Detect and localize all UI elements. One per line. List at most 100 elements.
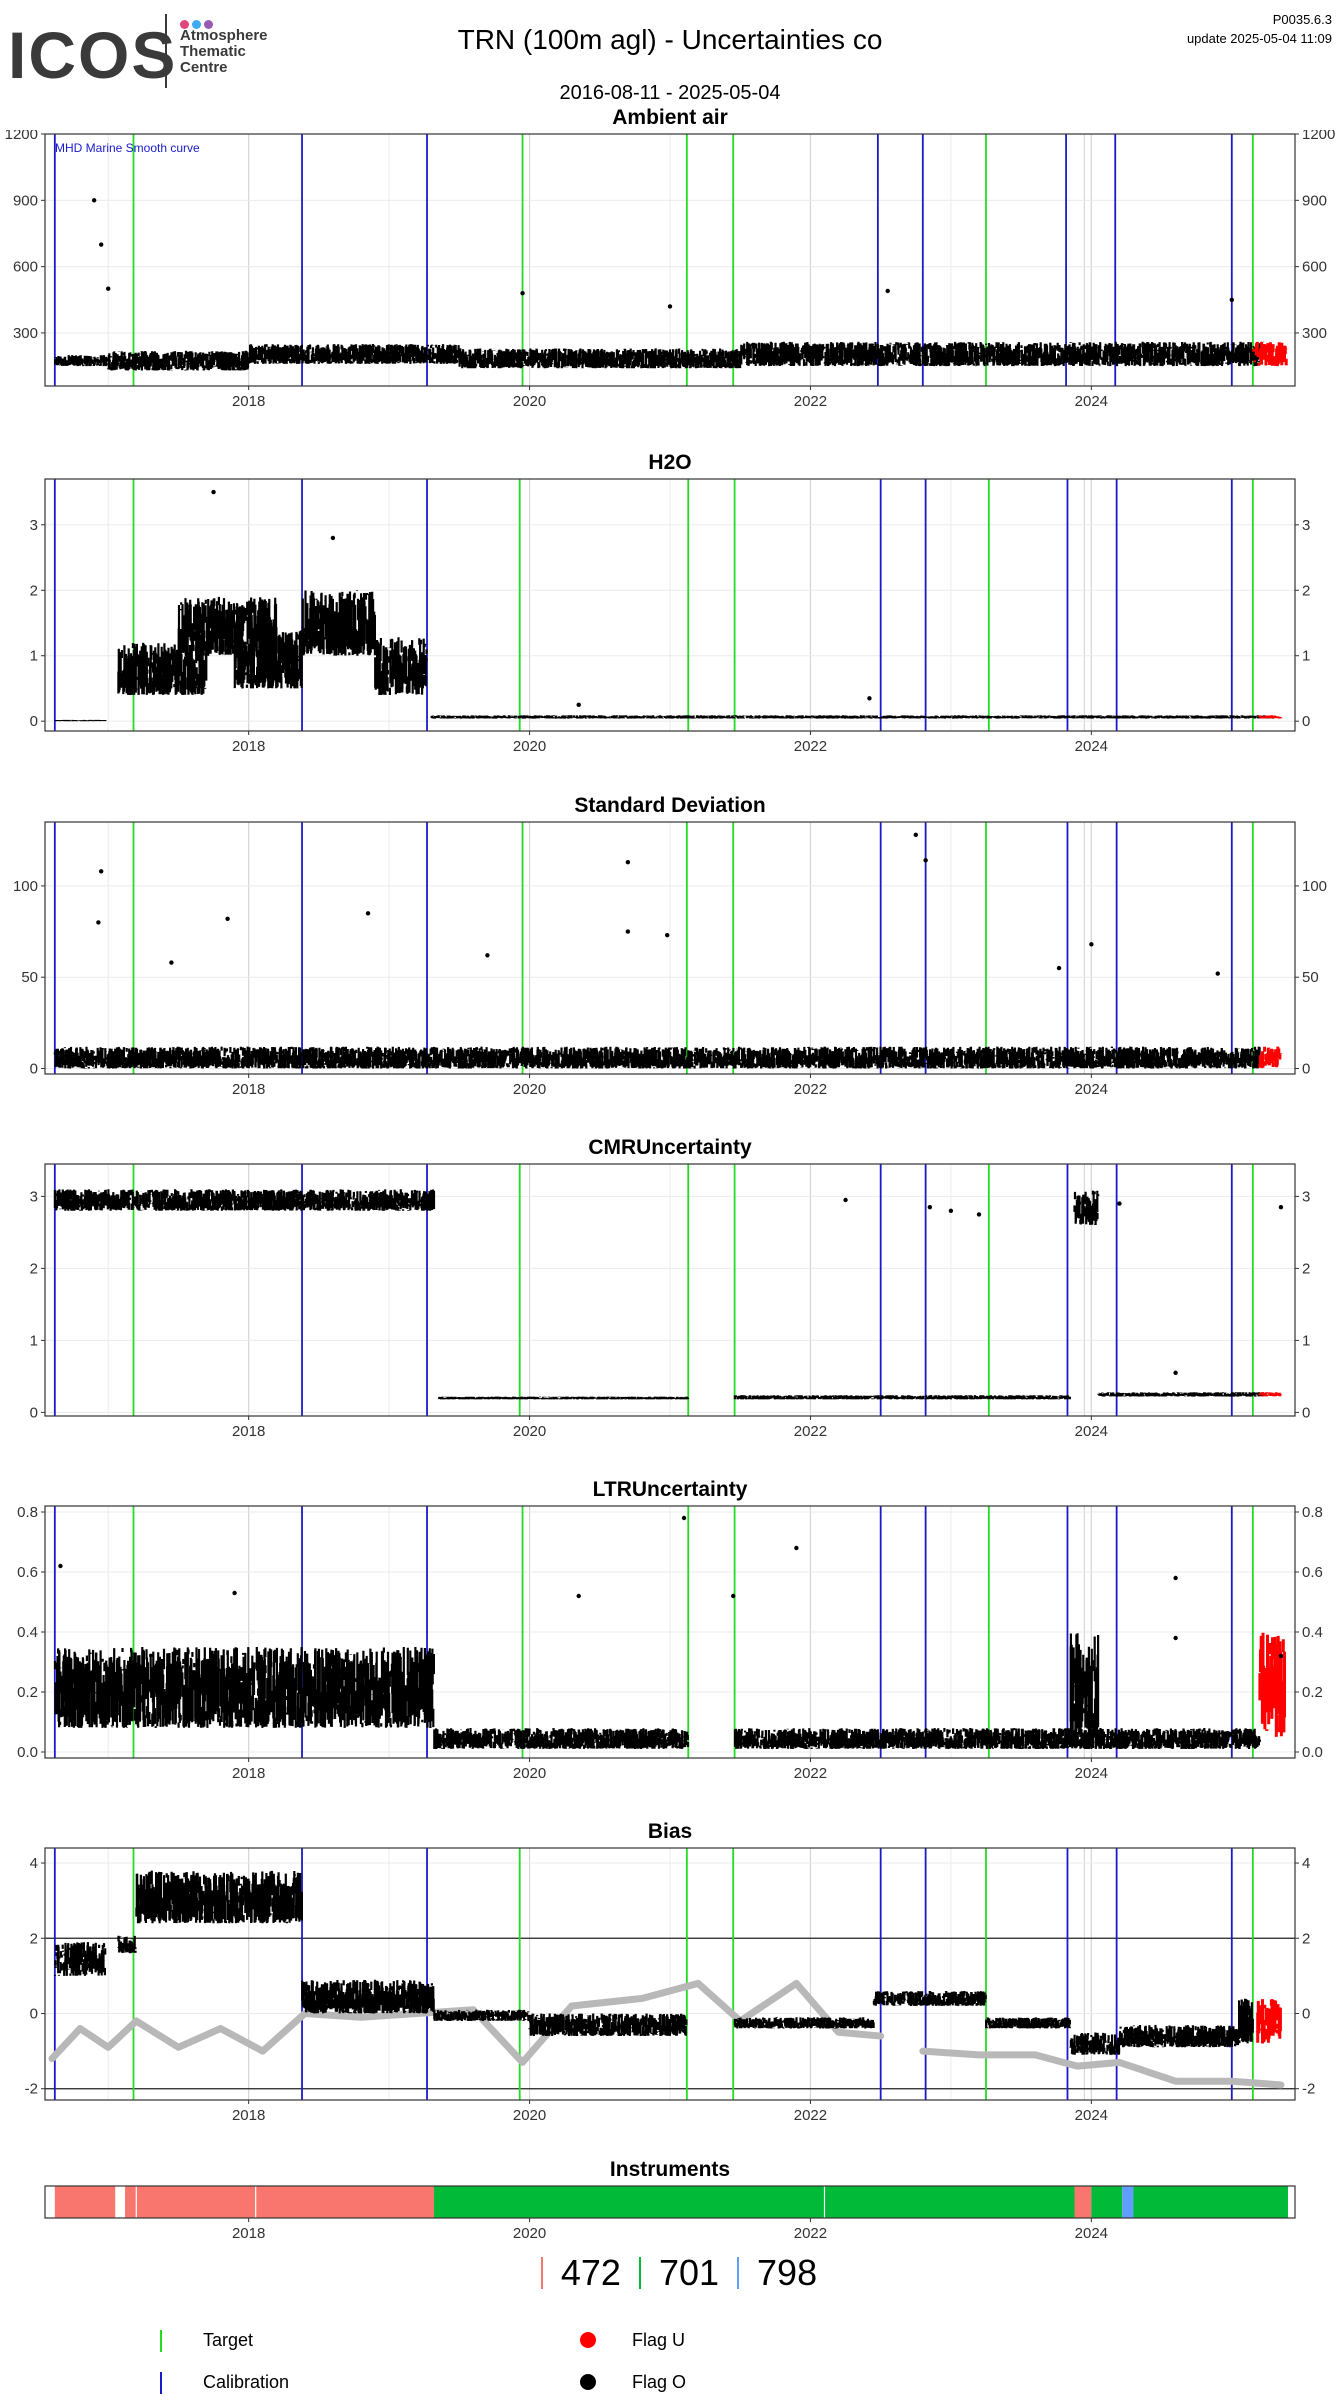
- instrument-band: [54, 2186, 116, 2218]
- y-tick-label: 0.4: [1302, 1624, 1323, 1641]
- x-tick-label: 2020: [513, 738, 546, 755]
- flag-o-points: [433, 1728, 690, 1749]
- outlier-point: [885, 288, 890, 294]
- y-tick-label: 1: [30, 1332, 38, 1349]
- y-tick-label: 0.8: [1302, 1504, 1323, 1521]
- flag-o-points: [437, 1396, 690, 1400]
- y-tick-label: 0.0: [17, 1744, 38, 1761]
- outlier-point: [625, 859, 631, 865]
- outlier-point: [211, 489, 216, 495]
- plot-frame: [44, 133, 1296, 387]
- update-timestamp: update 2025-05-04 11:09: [1186, 31, 1332, 46]
- chart-panel-0: MHD Marine Smooth curve 300 300 600 600 900 90…: [5, 130, 1336, 410]
- y-tick-label: 0: [1302, 713, 1310, 730]
- x-tick-label: 2018: [232, 1765, 265, 1782]
- y-tick-label: 0.2: [17, 1684, 38, 1701]
- outlier-point: [625, 929, 631, 934]
- outlier-point: [330, 535, 336, 541]
- flag-o-points: [53, 1189, 436, 1211]
- flag-o-points: [54, 355, 109, 367]
- flag-o-points: [1238, 1998, 1254, 2044]
- outlier-point: [927, 1205, 933, 1210]
- flag-u-points: [1258, 1046, 1282, 1069]
- y-tick-label: 50: [21, 969, 38, 986]
- outlier-point: [667, 304, 673, 309]
- chart-annotation: MHD Marine Smooth curve: [55, 141, 200, 155]
- outlier-point: [731, 1593, 736, 1599]
- outlier-point: [1278, 1653, 1284, 1659]
- y-tick-label: 2: [1302, 1930, 1310, 1947]
- flag-o-points: [733, 1728, 1261, 1749]
- flag-o-points: [117, 642, 208, 695]
- flag-o-points: [433, 2009, 531, 2021]
- outlier-point: [681, 1515, 687, 1521]
- panel-title: H2O: [648, 451, 692, 474]
- x-tick-label: 2020: [513, 1081, 546, 1098]
- panel-title: LTRUncertainty: [592, 1478, 748, 1501]
- x-tick-label: 2022: [794, 1765, 827, 1782]
- flag-o-points: [53, 719, 107, 722]
- y-tick-label: 0: [30, 2005, 38, 2022]
- outlier-point: [169, 960, 174, 965]
- x-tick-label: 2024: [1075, 1765, 1108, 1782]
- y-tick-label: 2: [1302, 582, 1310, 599]
- x-tick-label: 2022: [794, 2107, 827, 2124]
- chart-panel-3: 0 0 1 1 2 2 3 3 2018 2020 2022 2024: [30, 1163, 1310, 1440]
- instrument-band: [434, 2186, 1075, 2218]
- flag-o-points: [301, 1979, 435, 2014]
- panel-title: Bias: [647, 1820, 693, 1843]
- outlier-point: [867, 696, 872, 701]
- y-tick-label: 2: [1302, 1260, 1310, 1277]
- flag-u-points: [1251, 341, 1289, 367]
- flag-o-points: [1073, 1190, 1100, 1225]
- y-tick-label: 100: [1302, 878, 1327, 895]
- y-tick-label: 900: [1302, 192, 1327, 209]
- outlier-point: [948, 1208, 954, 1213]
- flag-o-points: [300, 590, 376, 656]
- x-tick-label: 2020: [513, 393, 546, 410]
- x-tick-label: 2020: [513, 2225, 546, 2240]
- outlier-point: [232, 1590, 237, 1596]
- flag-o-points: [53, 1046, 1261, 1069]
- instrument-count-marker: [638, 2257, 641, 2289]
- outlier-point: [913, 832, 918, 837]
- y-tick-label: 0.4: [17, 1624, 38, 1641]
- y-tick-label: 50: [1302, 969, 1319, 986]
- outlier-point: [106, 286, 111, 291]
- outlier-point: [843, 1197, 848, 1203]
- flag-o-points: [739, 341, 1261, 367]
- flag-o-points: [1069, 1633, 1100, 1737]
- legend-calibration-label: Calibration: [203, 2372, 290, 2392]
- instrument-count-label: 472: [560, 2252, 621, 2293]
- legend-flag-o-label: Flag O: [632, 2372, 687, 2392]
- flag-o-points: [177, 596, 278, 656]
- flag-o-points: [374, 637, 428, 695]
- flag-o-points: [528, 2013, 688, 2036]
- logo-sub-line1: Atmosphere: [180, 27, 268, 44]
- y-tick-label: 1: [1302, 1332, 1310, 1349]
- flag-o-points: [117, 1935, 138, 1954]
- instruments-chart: 2018 2020 2022 2024: [44, 2185, 1296, 2240]
- outlier-point: [976, 1212, 982, 1217]
- outlier-point: [923, 858, 928, 863]
- flag-o-points: [135, 1870, 303, 1924]
- x-tick-label: 2018: [232, 1423, 265, 1440]
- y-tick-label: 1: [1302, 648, 1310, 665]
- logo-dot-pink: [180, 20, 189, 29]
- instrument-counts: 472 701 798: [0, 2252, 1340, 2294]
- chart-panel-2: 0 0 50 50 100 100 2018 2020 2022 2024: [13, 821, 1327, 1098]
- outlier-point: [1117, 1201, 1122, 1206]
- instrument-count-label: 701: [658, 2252, 720, 2293]
- logo-divider: [165, 14, 167, 88]
- legend-calibration-marker: [160, 2372, 162, 2394]
- logo-sub-line3: Centre: [180, 59, 228, 76]
- x-tick-label: 2022: [794, 2225, 827, 2240]
- y-tick-label: 0.6: [1302, 1564, 1323, 1581]
- outlier-point: [1229, 297, 1234, 302]
- outlier-point: [576, 1593, 581, 1599]
- legend-target-marker: [160, 2330, 162, 2352]
- flag-o-points: [985, 2017, 1071, 2029]
- flag-o-points: [107, 350, 250, 371]
- flag-o-points: [247, 344, 461, 364]
- y-tick-label: 600: [13, 259, 38, 276]
